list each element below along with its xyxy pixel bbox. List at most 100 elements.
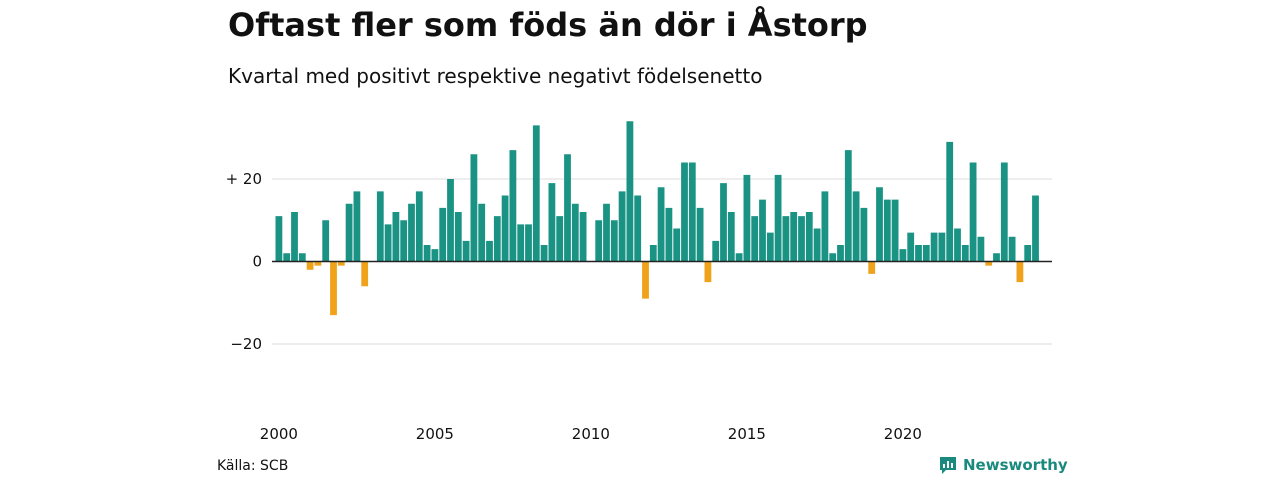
bar [774,174,782,262]
bar [915,245,922,262]
x-tick-label: 2015 [728,425,766,443]
bar [509,150,517,262]
bar [930,232,938,262]
bar [946,141,954,262]
bar [977,236,985,262]
bar [478,203,486,262]
bar [493,216,501,262]
bar [805,212,813,262]
bar [603,203,610,262]
bar [961,245,969,262]
bar [938,232,946,262]
bar [813,228,821,262]
bar [798,216,805,262]
bar [353,191,361,262]
bar [595,220,603,262]
bar [486,240,493,262]
bar [283,253,291,262]
bar [712,240,720,262]
bar [540,245,548,262]
bar [821,191,829,262]
brand-name: Newsworthy [963,456,1068,474]
bar [688,162,696,262]
bar [517,224,525,262]
bar [993,253,1000,262]
bar [415,191,423,262]
bar [345,203,353,262]
bar [618,191,626,262]
bar [291,212,298,262]
bar [400,220,408,262]
bar [735,253,743,262]
x-tick-label: 2000 [260,425,298,443]
bar [501,195,509,262]
bar [954,228,961,262]
bar [431,249,439,262]
bar [610,220,618,262]
bar [969,162,977,262]
bar [423,245,431,262]
bar [306,261,314,270]
y-axis-ticks: + 20 0 −20 [226,170,262,353]
x-tick-label: 2020 [884,425,922,443]
bar [696,207,704,262]
bar [1008,236,1016,262]
bar [384,224,392,262]
bar [275,216,283,262]
bar [462,240,470,262]
bar [447,179,454,262]
chart-subtitle: Kvartal med positivt respektive negativt… [228,64,763,88]
bar [829,253,837,262]
bar [790,212,798,262]
bar [720,183,727,262]
x-axis-ticks: 2000 2005 2010 2015 2020 [260,425,922,443]
bar [985,261,993,266]
bar [665,207,673,262]
bar [922,245,930,262]
bar [454,212,462,262]
bar [759,199,766,262]
bar [439,207,447,262]
brand-logo[interactable]: Newsworthy [938,455,1068,475]
bar [727,212,735,262]
bar [852,191,860,262]
bar [891,199,899,262]
bar [314,261,322,266]
bar [532,125,540,262]
bar [883,199,891,262]
bar [525,224,532,262]
bar [408,203,415,262]
bar [907,232,915,262]
bar [626,121,634,262]
chart-title: Oftast fler som föds än dör i Åstorp [228,6,868,44]
bar [1016,261,1024,283]
gridlines [272,178,1052,345]
bar [782,216,790,262]
bar [556,216,564,262]
y-tick-label: + 20 [226,170,262,188]
bar [564,154,571,262]
bar [681,162,688,262]
y-tick-label: 0 [252,253,262,271]
bar [766,232,774,262]
bar [673,228,681,262]
bar [844,150,852,262]
bar [751,216,759,262]
bar [868,261,876,274]
bar [837,245,844,262]
bars [275,121,1039,316]
newsworthy-logo-icon [940,457,956,474]
bar [649,245,657,262]
bar [322,220,330,262]
bar [704,261,712,283]
x-tick-label: 2005 [416,425,454,443]
bar [1000,162,1008,262]
bar [376,191,384,262]
bar [899,249,907,262]
bar-chart: + 20 0 −20 2000 2005 2010 2015 2020 [226,121,1052,443]
bar [1032,195,1039,262]
bar [470,154,478,262]
bar [876,187,883,262]
bar [571,203,579,262]
bar [330,261,337,316]
